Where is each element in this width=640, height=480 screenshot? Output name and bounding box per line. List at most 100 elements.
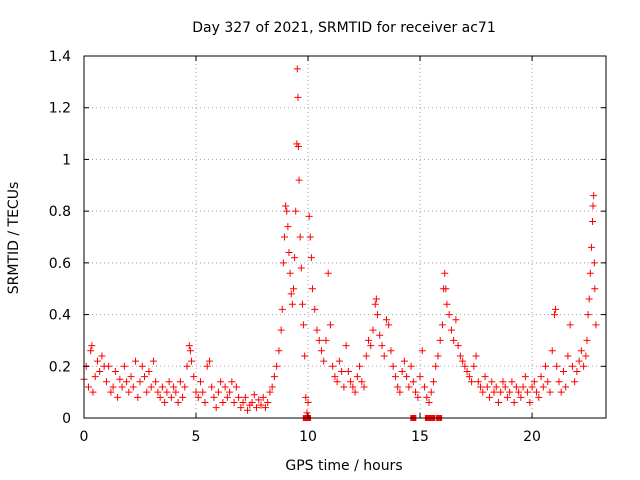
data-point	[589, 202, 597, 210]
data-point	[145, 367, 153, 375]
data-point	[414, 393, 422, 401]
data-point	[454, 342, 462, 350]
x-tick-label: 0	[80, 429, 89, 445]
data-point	[548, 347, 556, 355]
data-point	[587, 243, 595, 251]
data-point	[84, 383, 92, 391]
data-point	[441, 269, 449, 277]
data-point	[463, 367, 471, 375]
data-point	[423, 393, 431, 401]
y-tick-label: 0	[62, 411, 71, 427]
data-point	[356, 362, 364, 370]
data-point	[167, 393, 175, 401]
data-point	[163, 388, 171, 396]
data-point	[450, 336, 458, 344]
data-point	[136, 378, 144, 386]
data-point	[580, 362, 588, 370]
data-point	[111, 367, 119, 375]
data-point	[586, 269, 594, 277]
data-point	[296, 233, 304, 241]
data-point	[442, 285, 450, 293]
data-point	[98, 352, 106, 360]
data-point	[181, 383, 189, 391]
data-point	[365, 336, 373, 344]
data-point	[109, 383, 117, 391]
data-point	[235, 393, 243, 401]
data-point	[481, 373, 489, 381]
data-point	[264, 398, 272, 406]
data-point	[192, 388, 200, 396]
tick-labels: 0 5 10 15 20 0 0.2 0.4 0.6 0.8 1 1.2 1.4	[49, 49, 541, 445]
data-point	[553, 362, 561, 370]
data-point	[398, 367, 406, 375]
data-point	[208, 383, 216, 391]
data-point	[546, 388, 554, 396]
data-point	[416, 373, 424, 381]
data-point	[333, 378, 341, 386]
data-point	[385, 321, 393, 329]
data-point	[174, 398, 182, 406]
data-point	[275, 347, 283, 355]
data-point	[465, 373, 473, 381]
data-point	[369, 326, 377, 334]
data-point	[389, 362, 397, 370]
data-point	[170, 383, 178, 391]
data-point	[156, 393, 164, 401]
data-point	[315, 336, 323, 344]
data-point	[479, 388, 487, 396]
data-point	[376, 331, 384, 339]
data-point	[519, 383, 527, 391]
data-point	[429, 378, 437, 386]
data-point	[194, 393, 202, 401]
data-point	[349, 383, 357, 391]
grid	[84, 56, 606, 418]
data-point	[382, 316, 390, 324]
data-point	[372, 295, 380, 303]
data-point	[212, 404, 220, 412]
data-point	[214, 388, 222, 396]
data-point	[409, 378, 417, 386]
data-point	[301, 352, 309, 360]
data-point	[566, 321, 574, 329]
data-point	[407, 362, 415, 370]
data-point	[535, 393, 543, 401]
data-point	[237, 404, 245, 412]
data-point	[583, 336, 591, 344]
data-point	[294, 93, 302, 101]
y-tick-label: 1.2	[49, 101, 71, 117]
data-point	[447, 326, 455, 334]
data-point	[362, 352, 370, 360]
data-point	[223, 393, 231, 401]
data-point	[564, 352, 572, 360]
data-point	[456, 352, 464, 360]
data-point	[358, 378, 366, 386]
data-point	[132, 357, 140, 365]
data-point	[324, 269, 332, 277]
data-point	[582, 352, 590, 360]
data-point	[293, 65, 301, 73]
data-point	[474, 378, 482, 386]
data-point	[143, 388, 151, 396]
data-point	[568, 362, 576, 370]
data-point	[250, 391, 258, 399]
data-point	[492, 383, 500, 391]
data-point	[91, 373, 99, 381]
data-point	[340, 383, 348, 391]
data-point	[517, 393, 525, 401]
data-point	[459, 357, 467, 365]
data-point	[322, 336, 330, 344]
data-point	[425, 398, 433, 406]
data-point	[149, 357, 157, 365]
data-point	[154, 388, 162, 396]
data-point	[483, 383, 491, 391]
data-point	[387, 347, 395, 355]
data-point	[188, 357, 196, 365]
data-point	[412, 388, 420, 396]
y-tick-label: 1.4	[49, 49, 71, 65]
data-point	[452, 316, 460, 324]
data-point	[248, 398, 256, 406]
data-point	[544, 378, 552, 386]
y-tick-label: 0.2	[49, 359, 71, 375]
data-point	[499, 378, 507, 386]
